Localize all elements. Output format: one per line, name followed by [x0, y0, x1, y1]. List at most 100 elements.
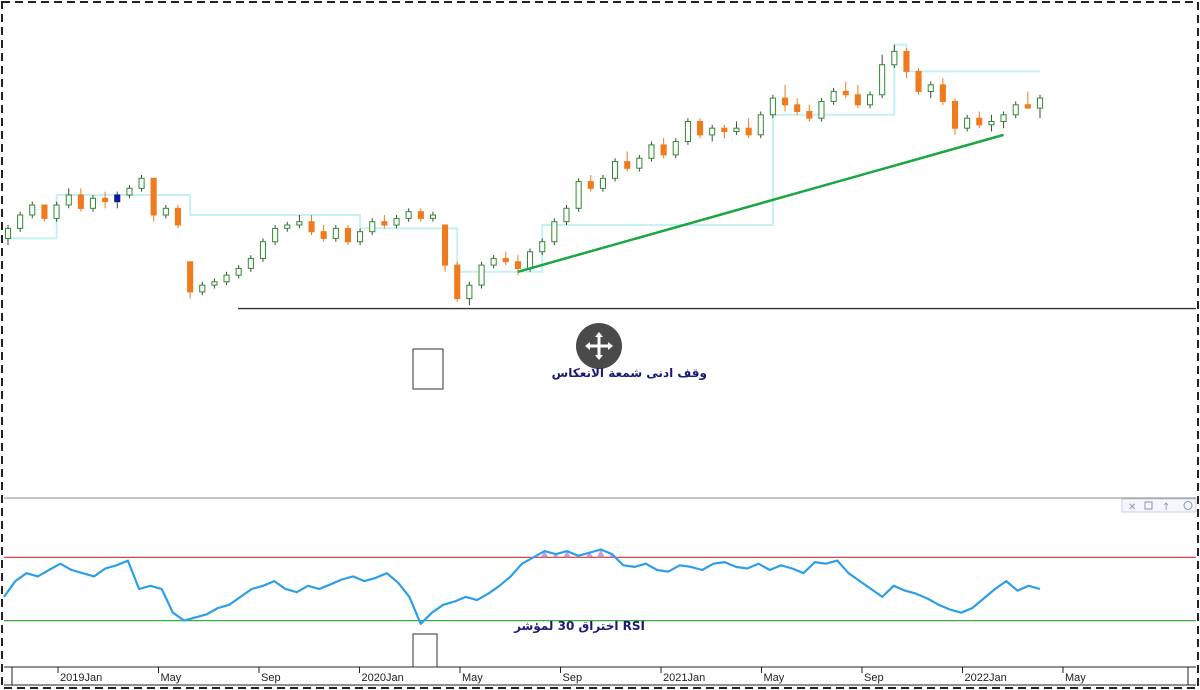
- candle: [235, 265, 242, 279]
- candle: [660, 138, 667, 159]
- candle: [126, 184, 133, 199]
- candle-body: [830, 90, 837, 102]
- candle-body: [964, 117, 971, 129]
- candle-body: [320, 231, 327, 239]
- candle-body: [357, 231, 364, 243]
- channel-layer: [8, 43, 1040, 273]
- candle: [672, 138, 679, 159]
- candle: [150, 177, 157, 222]
- candle-body: [478, 264, 485, 286]
- candle: [320, 225, 327, 242]
- channel-line: [8, 43, 1040, 273]
- price-pane: [5, 43, 1196, 390]
- candle-body: [344, 227, 351, 243]
- candle-body: [733, 127, 740, 132]
- candle: [174, 205, 181, 229]
- candle: [332, 225, 339, 242]
- candle-body: [612, 161, 619, 179]
- x-tick-label: 2021Jan: [663, 672, 705, 684]
- candle-body: [587, 181, 594, 189]
- candle: [854, 84, 861, 109]
- candle: [5, 225, 12, 246]
- reversal-candle-box: [412, 348, 444, 390]
- candle: [757, 111, 764, 139]
- rsi-line: [3, 548, 1041, 625]
- candle: [344, 225, 351, 246]
- candle: [442, 224, 449, 272]
- move-arrows-icon[interactable]: [576, 323, 622, 369]
- arrow-up-icon[interactable]: ↑: [1162, 502, 1170, 513]
- settings-icon[interactable]: [1183, 501, 1193, 510]
- candle-body: [842, 90, 849, 96]
- x-tick-label: 2020Jan: [362, 672, 404, 684]
- candle-body: [915, 70, 922, 92]
- candle: [211, 278, 218, 289]
- candle-body: [891, 50, 898, 66]
- candle-body: [490, 257, 497, 266]
- candle: [806, 104, 813, 122]
- candle: [818, 98, 825, 122]
- candle-body: [41, 204, 48, 219]
- candle: [369, 218, 376, 236]
- candle-body: [53, 204, 60, 219]
- candle: [138, 174, 145, 192]
- candle-body: [1037, 97, 1044, 109]
- candle: [199, 281, 206, 296]
- candle-body: [150, 177, 157, 216]
- candle: [284, 221, 291, 232]
- candle-body: [769, 97, 776, 116]
- pane-controls: ✕ ↑: [1121, 498, 1197, 513]
- candle: [769, 94, 776, 119]
- candle-body: [429, 214, 436, 219]
- x-tick-label: May: [1065, 672, 1086, 684]
- stop-loss-note: وقف ادنى شمعة الانعكاس: [552, 366, 707, 381]
- rsi-overbought-area: [585, 552, 594, 558]
- candle: [587, 174, 594, 192]
- candle-body: [211, 281, 218, 286]
- candle: [709, 124, 716, 142]
- candle: [976, 111, 983, 129]
- candle: [939, 78, 946, 105]
- candle: [599, 174, 607, 192]
- candle-body: [527, 251, 534, 270]
- candle: [466, 281, 473, 306]
- candle: [53, 201, 60, 222]
- candle: [539, 238, 546, 256]
- candle-body: [575, 181, 582, 209]
- candle-body: [77, 194, 84, 209]
- x-tick-label: Sep: [563, 672, 583, 684]
- x-tick-label: 2019Jan: [60, 672, 102, 684]
- candle: [429, 211, 436, 222]
- rsi-overbought-area: [551, 554, 560, 558]
- candle: [114, 191, 121, 209]
- candle: [187, 261, 194, 299]
- candle: [988, 114, 995, 132]
- candle-body: [405, 211, 412, 219]
- candle: [842, 81, 849, 99]
- x-tick-label: May: [764, 672, 785, 684]
- candle: [417, 208, 424, 222]
- candle-body: [284, 224, 291, 229]
- candle: [648, 141, 655, 162]
- candle-body: [1024, 104, 1031, 109]
- candle-body: [369, 221, 376, 233]
- candle-body: [927, 84, 934, 93]
- rsi-overbought-fill: [540, 549, 617, 558]
- candle-body: [636, 157, 643, 169]
- candle: [575, 178, 582, 212]
- candle-body: [259, 241, 266, 259]
- candle-body: [247, 257, 254, 269]
- x-tick-label: Sep: [261, 672, 281, 684]
- close-icon[interactable]: ✕: [1128, 502, 1136, 513]
- candle: [745, 118, 752, 139]
- candle-body: [660, 144, 667, 156]
- candle-body: [29, 204, 36, 216]
- candle-body: [867, 94, 874, 106]
- candle: [721, 124, 728, 139]
- candle: [903, 48, 910, 79]
- candle: [502, 251, 509, 266]
- candle-body: [502, 257, 509, 263]
- restore-icon[interactable]: [1144, 501, 1153, 510]
